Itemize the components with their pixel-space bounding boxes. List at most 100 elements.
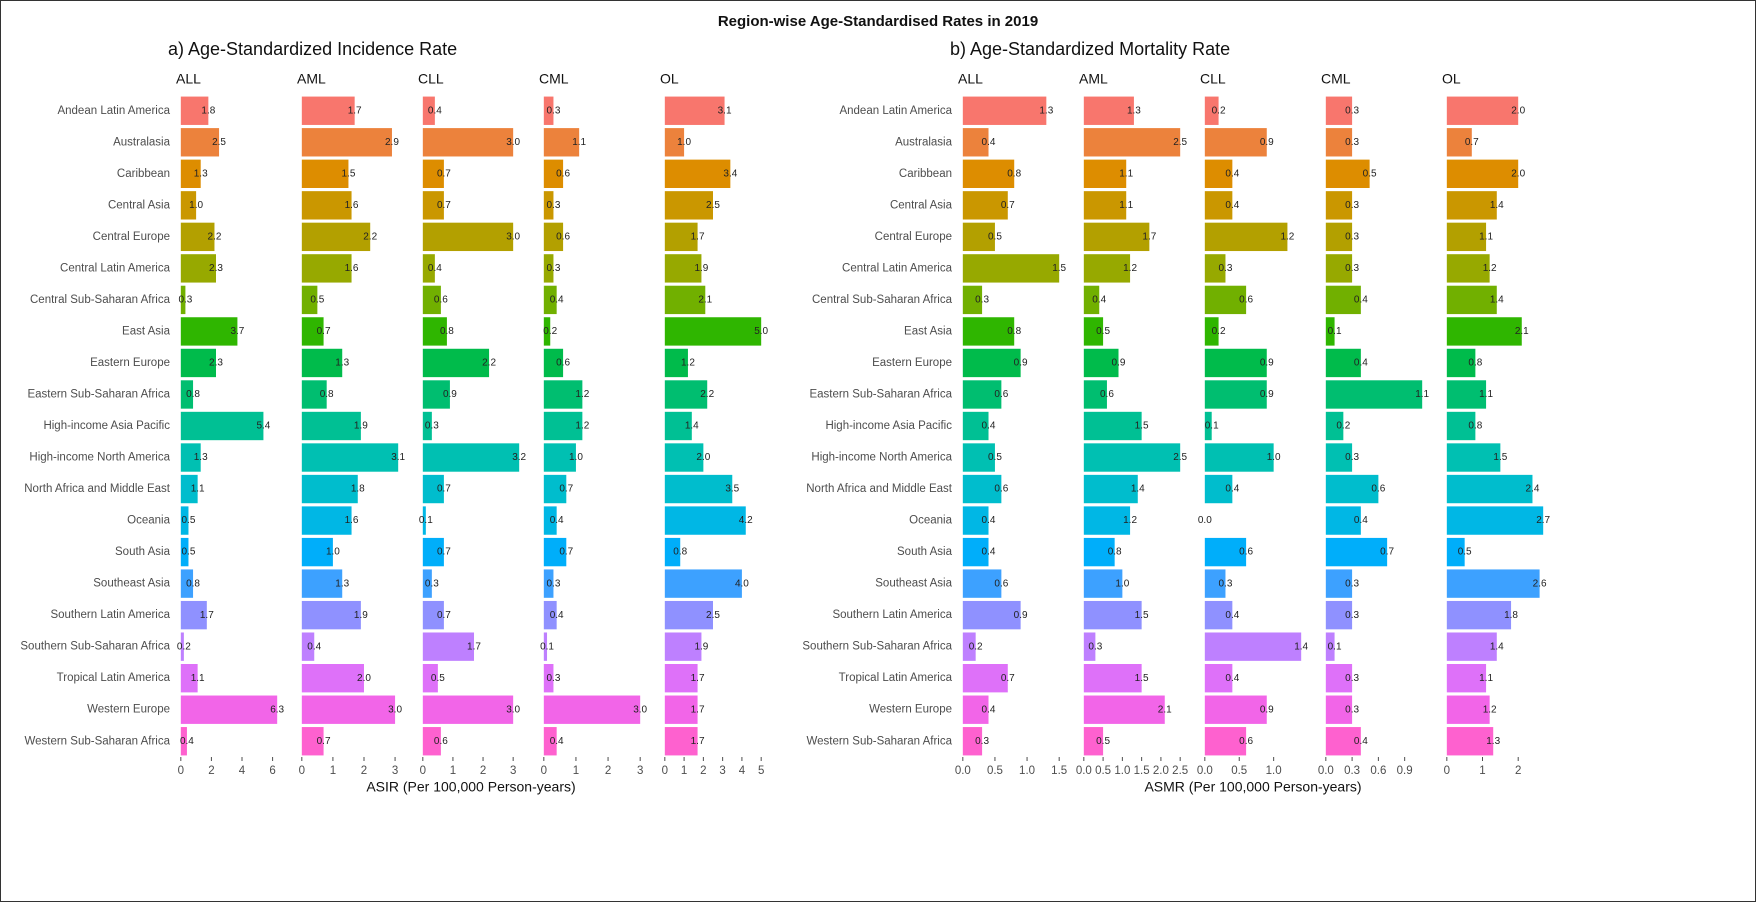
value-label: 1.1 [1479,231,1493,242]
bar [1446,380,1487,409]
value-label: 0.4 [1354,736,1368,747]
value-label: 0.4 [1354,515,1368,526]
category-label: Western Sub-Saharan Africa [24,735,170,747]
value-label: 0.3 [547,578,561,589]
bar [1325,317,1335,346]
value-label: 1.1 [572,137,586,148]
bar [1325,222,1353,252]
value-label: 4.2 [739,515,753,526]
bar [1083,600,1142,630]
bar [1446,96,1519,125]
value-label: 1.3 [194,168,208,179]
x-tick-label: 2 [480,765,486,777]
bar [664,506,746,535]
value-label: 1.3 [1039,105,1053,116]
bar [1083,317,1104,346]
category-label: Central Europe [875,231,952,243]
category-label: Southern Latin America [832,609,952,621]
value-label: 0.5 [1096,736,1110,747]
value-label: 0.9 [1014,610,1028,621]
bar [1325,411,1344,441]
value-label: 2.1 [1158,704,1172,715]
value-label: 1.0 [569,452,583,463]
value-label: 1.3 [1486,736,1500,747]
bar [422,411,432,441]
x-tick-label: 1 [573,765,579,777]
value-label: 3.0 [633,704,647,715]
category-label: Tropical Latin America [839,672,953,684]
bar [1446,348,1476,378]
category-label: High-income North America [29,452,170,464]
value-label: 0.1 [1205,421,1219,432]
value-label: 0.4 [982,137,996,148]
category-label: Central Sub-Saharan Africa [30,294,171,306]
bar [664,128,685,157]
bar [1446,222,1487,252]
bar [422,632,475,661]
value-label: 0.2 [1212,326,1226,337]
bar [1446,317,1522,346]
value-label: 0.4 [550,515,564,526]
value-label: 0.2 [177,641,191,652]
category-label: Southeast Asia [875,578,952,590]
bar [962,254,1060,283]
value-label: 1.3 [1127,105,1141,116]
value-label: 0.4 [550,295,564,306]
value-label: 1.7 [691,736,705,747]
bar [180,254,216,283]
value-label: 0.6 [1371,484,1385,495]
value-label: 1.4 [1490,641,1504,652]
value-label: 1.9 [354,421,368,432]
bar [180,348,216,378]
value-label: 0.6 [556,168,570,179]
value-label: 3.0 [388,704,402,715]
bar [664,695,698,724]
value-label: 1.5 [1135,673,1149,684]
bar [1446,506,1544,535]
value-label: 2.0 [1511,168,1525,179]
bar [1446,695,1490,724]
value-label: 0.5 [1363,168,1377,179]
value-label: 0.4 [1225,484,1239,495]
bar [962,695,989,724]
value-label: 1.7 [467,641,481,652]
value-label: 3.0 [506,231,520,242]
value-label: 0.3 [547,200,561,211]
value-label: 0.7 [1001,673,1015,684]
bar [962,506,989,535]
value-label: 3.0 [506,137,520,148]
value-label: 0.5 [431,673,445,684]
bar [1204,569,1226,598]
value-label: 0.3 [1345,704,1359,715]
value-label: 0.4 [1354,358,1368,369]
value-label: 0.1 [1328,326,1342,337]
value-label: 1.4 [1294,641,1308,652]
x-tick-label: 1.5 [1134,765,1150,777]
category-label: Central Asia [108,199,171,211]
value-label: 0.8 [1468,358,1482,369]
bar [1204,317,1219,346]
bar [180,191,197,220]
value-label: 1.0 [189,200,203,211]
x-tick-label: 4 [239,765,246,777]
bar [543,506,557,535]
value-label: 0.2 [543,326,557,337]
bar [543,128,580,157]
x-tick-label: 0.6 [1370,765,1386,777]
value-label: 2.5 [706,200,720,211]
category-label: Western Europe [87,704,170,716]
category-label: High-income Asia Pacific [825,420,952,432]
bar [543,380,583,409]
value-label: 3.0 [506,704,520,715]
bar [1325,159,1370,188]
value-label: 1.7 [348,105,362,116]
x-axis-label: ASMR (Per 100,000 Person-years) [1144,779,1361,795]
value-label: 2.2 [363,231,377,242]
bar [1083,191,1127,220]
value-label: 2.5 [1173,452,1187,463]
value-label: 1.1 [191,673,205,684]
category-label: Central Latin America [842,262,953,274]
bar [301,727,324,756]
bar [1083,443,1181,472]
bar [422,443,520,472]
